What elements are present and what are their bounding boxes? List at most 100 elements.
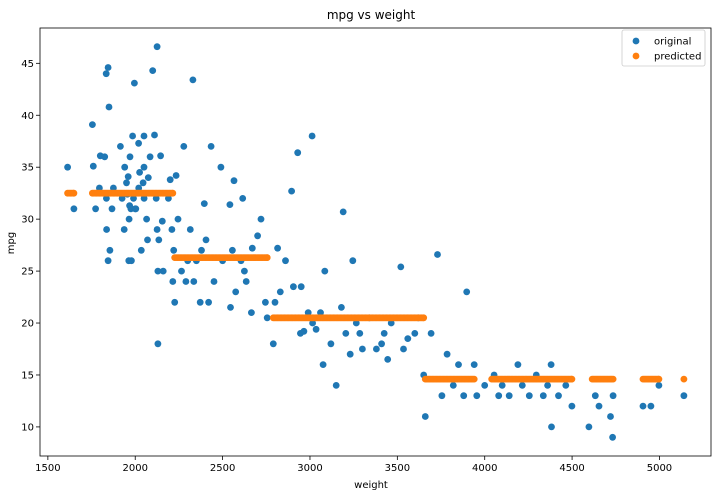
original-point xyxy=(64,163,71,171)
x-tick-label: 3500 xyxy=(385,463,410,474)
original-point xyxy=(525,392,533,400)
original-point xyxy=(288,187,295,195)
original-point xyxy=(518,382,526,389)
original-point xyxy=(140,132,148,140)
original-point xyxy=(130,195,137,202)
original-point xyxy=(227,304,234,311)
original-point xyxy=(359,345,366,353)
original-point xyxy=(120,226,128,233)
original-point xyxy=(263,314,271,322)
original-point xyxy=(262,298,269,306)
y-axis-label: mpg xyxy=(6,232,17,254)
original-point xyxy=(481,382,489,389)
original-point xyxy=(118,195,126,202)
x-axis-label: weight xyxy=(354,480,388,491)
original-point xyxy=(140,195,148,202)
y-tick-label: 10 xyxy=(21,422,34,433)
original-point xyxy=(411,330,419,337)
original-point xyxy=(294,149,302,157)
x-tick-label: 2500 xyxy=(210,463,235,474)
original-point xyxy=(229,246,236,254)
original-point xyxy=(397,263,405,271)
original-point xyxy=(154,267,162,275)
original-point xyxy=(248,244,256,252)
original-point xyxy=(595,402,603,410)
original-point xyxy=(124,173,132,181)
original-point xyxy=(276,288,284,296)
predicted-segment xyxy=(680,375,688,383)
original-point xyxy=(200,200,208,208)
original-point xyxy=(157,152,165,160)
original-point xyxy=(168,226,176,233)
original-point xyxy=(514,361,522,368)
original-point xyxy=(404,335,412,342)
original-point xyxy=(321,267,329,275)
original-point xyxy=(135,184,143,192)
original-point xyxy=(239,195,247,202)
original-point xyxy=(137,246,145,254)
original-point xyxy=(131,79,138,87)
original-point xyxy=(92,205,99,213)
original-point xyxy=(427,330,435,337)
original-point xyxy=(332,382,340,389)
predicted-point xyxy=(70,189,78,197)
original-point xyxy=(470,361,478,368)
original-point xyxy=(269,340,277,348)
original-point xyxy=(384,356,392,363)
predicted-point xyxy=(655,375,663,383)
original-point xyxy=(680,392,688,400)
original-point xyxy=(226,201,234,209)
original-point xyxy=(308,132,316,140)
original-point xyxy=(248,309,255,316)
original-point xyxy=(172,172,180,179)
predicted-segment xyxy=(64,189,78,197)
original-point xyxy=(547,361,555,368)
original-point xyxy=(129,132,137,140)
x-tick-label: 5000 xyxy=(647,463,672,474)
predicted-point xyxy=(609,375,617,383)
original-point xyxy=(96,184,103,192)
axes-frame xyxy=(39,27,712,457)
original-point xyxy=(421,413,429,420)
original-point xyxy=(271,298,279,306)
original-point xyxy=(166,176,174,184)
original-point xyxy=(242,278,250,285)
original-point xyxy=(274,244,281,252)
original-point xyxy=(400,345,407,353)
original-point xyxy=(104,257,112,265)
original-point xyxy=(495,392,503,400)
predicted-segment xyxy=(488,375,576,383)
original-point xyxy=(108,205,116,213)
original-point xyxy=(144,236,151,244)
original-point xyxy=(126,153,134,161)
original-point xyxy=(539,392,547,400)
predicted-segment xyxy=(588,375,617,383)
original-point xyxy=(127,257,135,265)
original-point xyxy=(178,267,185,275)
original-point xyxy=(144,174,152,182)
original-point xyxy=(136,169,144,176)
original-point xyxy=(89,121,96,128)
original-point xyxy=(463,288,471,296)
original-point xyxy=(110,184,117,192)
original-point xyxy=(103,226,110,233)
legend-box xyxy=(621,29,706,67)
y-tick-label: 25 xyxy=(21,267,34,278)
predicted-segment xyxy=(421,375,478,383)
original-point xyxy=(207,143,215,150)
original-point xyxy=(327,340,335,348)
plot-area: 1500 2000 2500 3000 3500 4000 4500 5000 10 15 20 25… xyxy=(21,27,712,474)
predicted-segment xyxy=(171,254,271,261)
original-point xyxy=(89,162,97,170)
original-point xyxy=(159,267,167,275)
original-point xyxy=(153,43,161,51)
original-point xyxy=(171,298,179,306)
predicted-point xyxy=(169,189,177,197)
original-point xyxy=(473,392,481,400)
original-point xyxy=(182,278,190,285)
original-point xyxy=(438,392,446,400)
original-point xyxy=(189,76,197,84)
original-point xyxy=(338,304,345,311)
x-tick-label: 1500 xyxy=(35,463,60,474)
original-point xyxy=(312,325,320,333)
